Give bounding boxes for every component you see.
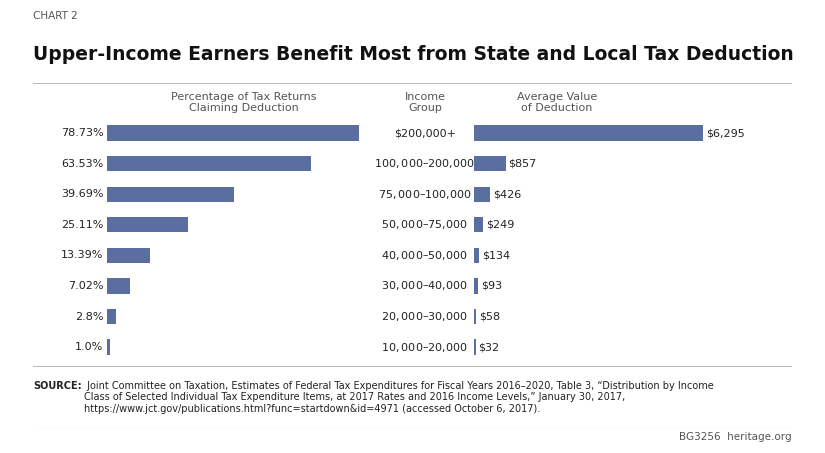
Bar (107, 309, 116, 324)
Text: 13.39%: 13.39% (61, 251, 103, 260)
Text: SOURCE:: SOURCE: (33, 381, 82, 390)
Text: $200,000+: $200,000+ (394, 128, 456, 138)
Text: 7.02%: 7.02% (68, 281, 103, 291)
Text: $75,000–$100,000: $75,000–$100,000 (378, 188, 472, 201)
Text: $93: $93 (481, 281, 502, 291)
Text: 2.8%: 2.8% (75, 312, 103, 322)
Text: $100,000–$200,000: $100,000–$200,000 (375, 157, 475, 170)
Bar (474, 309, 477, 324)
Bar (107, 278, 130, 294)
Text: 25.11%: 25.11% (61, 220, 103, 230)
Text: $426: $426 (493, 189, 521, 199)
Bar (107, 217, 187, 232)
Bar (107, 187, 234, 202)
Text: Upper-Income Earners Benefit Most from State and Local Tax Deduction: Upper-Income Earners Benefit Most from S… (33, 45, 794, 64)
Text: Average Value
of Deduction: Average Value of Deduction (516, 92, 597, 113)
Bar (107, 339, 111, 355)
Bar (474, 125, 704, 141)
Text: $249: $249 (487, 220, 515, 230)
Bar (107, 125, 360, 141)
Bar (474, 217, 483, 232)
Text: CHART 2: CHART 2 (33, 11, 78, 21)
Text: $58: $58 (479, 312, 501, 322)
Bar (474, 248, 479, 263)
Text: 78.73%: 78.73% (61, 128, 103, 138)
Bar (474, 339, 475, 355)
Bar (474, 156, 506, 171)
Text: $20,000–$30,000: $20,000–$30,000 (381, 310, 469, 323)
Text: $857: $857 (508, 159, 537, 169)
Text: 63.53%: 63.53% (61, 159, 103, 169)
Text: Income
Group: Income Group (404, 92, 446, 113)
Text: 1.0%: 1.0% (75, 342, 103, 352)
Text: $50,000–$75,000: $50,000–$75,000 (381, 218, 469, 231)
Bar (107, 156, 311, 171)
Text: $6,295: $6,295 (706, 128, 745, 138)
Text: $134: $134 (482, 251, 511, 260)
Bar (474, 278, 478, 294)
Bar (107, 248, 150, 263)
Text: 39.69%: 39.69% (61, 189, 103, 199)
Text: $32: $32 (478, 342, 500, 352)
Text: Percentage of Tax Returns
Claiming Deduction: Percentage of Tax Returns Claiming Deduc… (171, 92, 316, 113)
Text: Joint Committee on Taxation, Estimates of Federal Tax Expenditures for Fiscal Ye: Joint Committee on Taxation, Estimates o… (84, 381, 714, 414)
Text: $40,000–$50,000: $40,000–$50,000 (381, 249, 469, 262)
Text: BG3256  heritage.org: BG3256 heritage.org (679, 432, 792, 442)
Bar (474, 187, 490, 202)
Text: $30,000–$40,000: $30,000–$40,000 (381, 280, 469, 293)
Text: $10,000–$20,000: $10,000–$20,000 (381, 341, 469, 354)
